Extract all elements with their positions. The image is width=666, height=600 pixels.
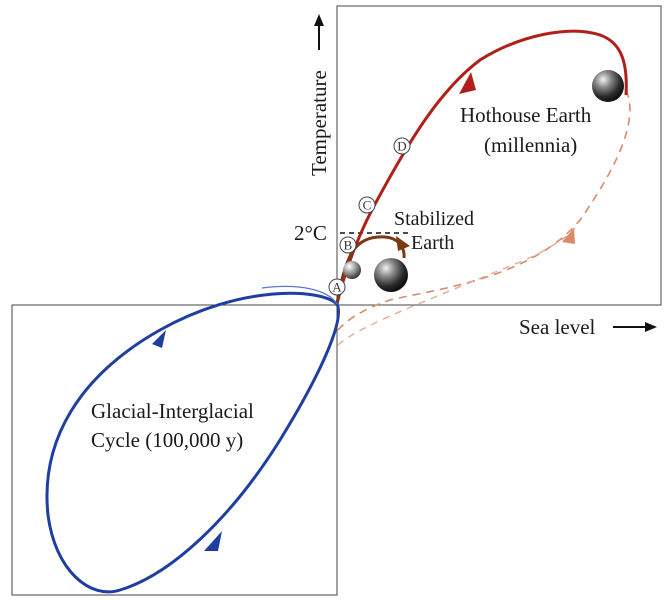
dashed-path-arrowhead (562, 228, 575, 244)
stabilized-subtitle: Earth (411, 232, 454, 254)
hothouse-arrowhead (459, 72, 476, 94)
two-degree-label: 2°C (294, 221, 327, 245)
marker-b: B (339, 236, 357, 254)
current-earth-sphere (343, 261, 361, 279)
temperature-axis-label: Temperature (307, 70, 331, 176)
hothouse-return-dashed-path-lower (337, 227, 576, 346)
stabilized-title: Stabilized (394, 208, 474, 230)
glacial-title: Glacial-Interglacial (91, 399, 254, 423)
hothouse-title: Hothouse Earth (460, 103, 592, 127)
sea-level-axis-arrow (613, 322, 657, 332)
marker-c: C (358, 196, 376, 214)
glacial-upper-arrowhead (152, 330, 166, 348)
marker-d: D (393, 137, 411, 155)
svg-text:A: A (332, 280, 342, 295)
stabilized-arrowhead (396, 236, 410, 251)
temperature-axis-arrow (314, 14, 324, 50)
hothouse-earth-sphere (592, 70, 624, 102)
glacial-subtitle: Cycle (100,000 y) (91, 428, 243, 452)
svg-text:D: D (397, 139, 406, 154)
lower-left-quadrant-frame (11, 304, 338, 596)
sea-level-axis-label: Sea level (519, 315, 596, 339)
svg-text:B: B (344, 238, 353, 253)
glacial-cycle-loop (45, 291, 340, 594)
marker-a: A (328, 278, 346, 296)
stabilized-earth-sphere (374, 258, 408, 292)
upper-right-quadrant-frame (336, 5, 662, 306)
glacial-lower-arrowhead (204, 531, 222, 551)
glacial-cycle-thin-segment (261, 285, 338, 305)
svg-text:C: C (363, 198, 372, 213)
hothouse-subtitle: (millennia) (484, 133, 577, 157)
hothouse-trajectory-path (335, 29, 628, 305)
